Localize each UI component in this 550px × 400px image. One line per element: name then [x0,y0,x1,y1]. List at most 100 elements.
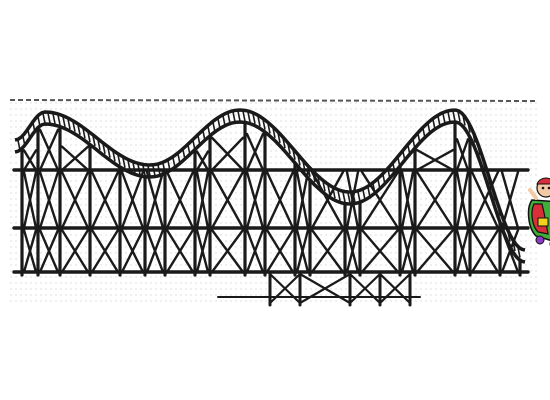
car-wheel [535,235,545,245]
trestle-brace [60,170,90,230]
trestle-brace [195,228,210,274]
track-tie [197,135,201,146]
track-tie [177,153,181,165]
track-tie [202,130,206,142]
track-tie [217,118,221,129]
trestle-brace [245,132,265,172]
track-tie [57,114,61,126]
trestle-brace [295,228,310,274]
track-tie [212,122,216,133]
track-tie [252,113,256,124]
trestle-brace [500,228,520,274]
track-tie [192,140,196,151]
trestle-brace [345,228,360,274]
track-tie [342,192,346,203]
track-tie [482,159,486,170]
track-tie [297,155,301,166]
trestle-brace [310,170,345,230]
trestle-brace [310,228,345,274]
track-tie [352,192,356,203]
lower-brace [298,272,352,305]
track-tie [397,157,401,168]
trestle-brace [295,170,310,230]
trestle-brace [210,228,245,274]
track-tie [502,219,506,230]
track-tie [17,140,21,151]
track-tie [22,136,26,147]
track-ties [17,110,521,258]
track-tie [422,128,426,139]
track-tie [452,110,456,122]
trestle-brace [165,228,195,274]
track-tie [467,122,471,133]
trestle-brace [60,145,90,172]
track-tie [222,115,226,126]
track-tie [512,240,516,252]
track-tie [492,190,496,201]
trestle-brace [345,170,360,230]
track-tie [327,185,331,196]
trestle-brace [195,170,210,230]
trestle-brace [22,170,38,230]
trestle-brace [90,170,120,230]
track-tie [507,231,511,242]
trestle-brace [38,228,60,274]
track-tie [382,174,386,185]
track-tie [147,165,151,177]
track-tie [187,144,191,156]
coaster-car [527,177,550,247]
track-tie [82,128,86,139]
rider-arm [528,188,538,200]
track-tie [292,149,296,160]
trestle-brace [400,228,415,274]
track-tie [97,139,101,151]
track-tie [242,110,246,122]
track-tie [127,160,131,171]
lower-brace [378,272,412,305]
track-tie [32,122,36,133]
track-tie [277,132,281,144]
trestle-brace [400,170,415,230]
track-tie [87,131,91,143]
trestle-brace [245,170,265,230]
trestle-brace [245,228,265,274]
track-tie [52,113,56,124]
track-tie [497,205,501,216]
coaster-track [14,108,526,264]
track-tie [227,113,231,124]
track-tie [152,165,156,177]
trestle-brace [360,228,400,274]
track-tie [477,144,481,156]
trestle-brace [195,150,210,172]
track-tie [232,111,236,122]
track-outer-rail [14,108,526,252]
track-tie [357,191,361,202]
track-tie [257,116,261,127]
track-tie [312,172,316,183]
trestle-brace [120,170,145,230]
lower-trestle-section [217,270,421,307]
track-tie [362,189,366,201]
trestle-brace [455,170,470,230]
track-tie [517,247,521,258]
track-tie [157,164,161,176]
track-tie [377,179,381,190]
trestle-brace [165,170,195,230]
trestle-brace [210,170,245,230]
track-tie [332,188,336,199]
track-tie [172,157,176,168]
track-tie [447,111,451,123]
track-tie [47,112,51,124]
track-tie [67,118,71,130]
track-tie [262,119,266,130]
track-tie [347,192,351,204]
track-tie [122,157,126,168]
track-tie [302,161,306,172]
trestle-structure [12,120,530,277]
trestle-brace [90,228,120,274]
track-tie [92,135,96,147]
trestle-brace [415,228,455,274]
track-tie [372,183,376,194]
track-tie [37,116,41,127]
